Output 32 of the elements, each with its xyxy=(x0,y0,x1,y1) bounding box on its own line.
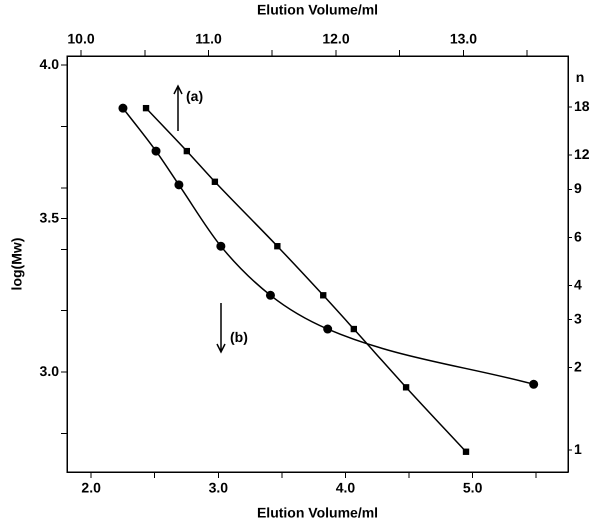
x-tick-label: 2.0 xyxy=(81,479,102,496)
y2-tick-label: 18 xyxy=(574,98,590,114)
y2-tick-label: 2 xyxy=(574,358,582,375)
y2-tick-label: 4 xyxy=(574,276,582,292)
y2-tick-label: 9 xyxy=(574,180,582,196)
x-tick-label: 3.0 xyxy=(208,479,228,496)
y2-axis-title: n xyxy=(576,68,584,85)
x-tick-label: 5.0 xyxy=(462,479,483,496)
y2-tick-label: 6 xyxy=(574,228,582,244)
point xyxy=(323,324,332,334)
y-tick-label: 4.0 xyxy=(40,56,60,72)
point xyxy=(216,242,226,251)
x2-axis-title: Elution Volume/ml xyxy=(256,1,378,18)
y-axis-title: log(Mw) xyxy=(8,238,24,290)
y2-tick-label: 12 xyxy=(574,146,590,162)
point xyxy=(529,380,538,389)
point xyxy=(118,104,128,113)
x2-tick-label: 11.0 xyxy=(195,30,222,46)
x-tick-label: 4.0 xyxy=(336,479,356,496)
y2-tick-label: 1 xyxy=(574,440,582,457)
x2-tick-label: 12.0 xyxy=(322,30,350,46)
y-tick-label: 3.5 xyxy=(40,209,60,226)
x2-tick-label: 10.0 xyxy=(67,30,95,46)
y2-tick-label: 3 xyxy=(574,310,582,326)
point xyxy=(152,146,161,156)
annotation: (a) xyxy=(186,88,204,104)
x-axis-title: Elution Volume/ml xyxy=(256,504,378,520)
point xyxy=(266,290,275,300)
point xyxy=(174,180,184,190)
x2-tick-label: 13.0 xyxy=(450,30,478,46)
annotation: (b) xyxy=(230,329,248,345)
y-tick-label: 3.0 xyxy=(40,362,60,379)
